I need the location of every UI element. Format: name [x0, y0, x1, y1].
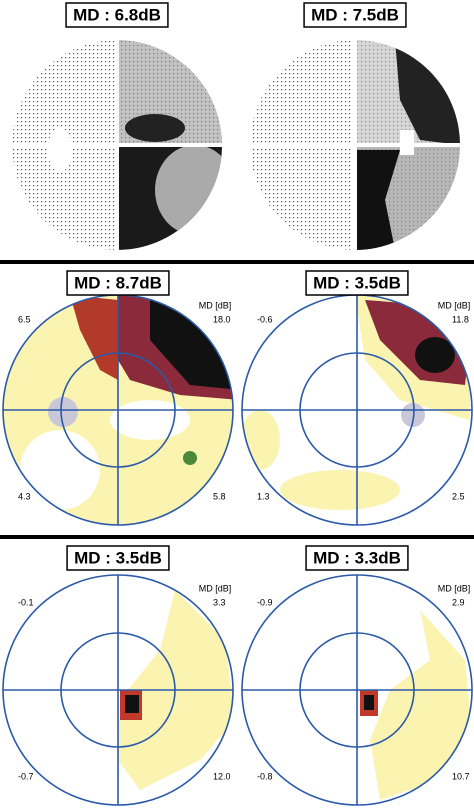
md-label: MD : 3.5dB	[313, 273, 401, 292]
md-label: MD : 8.7dB	[74, 273, 162, 292]
corner-value: 5.8	[213, 491, 226, 501]
separator	[0, 535, 474, 539]
md-label: MD : 3.5dB	[74, 548, 162, 567]
corner-value: 2.9	[452, 597, 465, 607]
corner-value: 3.3	[213, 597, 226, 607]
md-label-box	[303, 2, 407, 28]
md-label-box	[66, 270, 170, 296]
corner-value: 2.5	[452, 491, 465, 501]
unit-label: MD [dB]	[199, 300, 232, 310]
corner-value: 11.8	[452, 314, 469, 324]
corner-value: 18.0	[213, 314, 231, 324]
corner-value: 1.3	[257, 491, 270, 501]
corner-value: 4.3	[18, 491, 31, 501]
md-label: MD : 7.5dB	[311, 5, 399, 24]
grayscale-map	[12, 40, 222, 250]
md-label-box	[65, 2, 169, 28]
corner-value: 6.5	[18, 314, 31, 324]
corner-value: -0.8	[257, 771, 273, 781]
corner-value: -0.1	[18, 597, 34, 607]
md-label-box	[305, 270, 409, 296]
md-label-box	[66, 545, 170, 571]
corner-value: -0.6	[257, 314, 273, 324]
separator	[0, 260, 474, 264]
md-label: MD : 6.8dB	[73, 5, 161, 24]
grayscale-map	[250, 40, 460, 250]
md-label-box	[305, 545, 409, 571]
labels: MD : 6.8dB MD : 7.5dB MD : 8.7dB 6.5 MD [dB]…	[18, 2, 471, 781]
unit-label: MD [dB]	[199, 583, 232, 593]
unit-label: MD [dB]	[438, 583, 471, 593]
unit-label: MD [dB]	[438, 300, 471, 310]
corner-value: 12.0	[213, 771, 231, 781]
md-label: MD : 3.3dB	[313, 548, 401, 567]
color-map	[360, 610, 472, 800]
corner-value: -0.9	[257, 597, 273, 607]
corner-value: 10.7	[452, 771, 470, 781]
corner-value: -0.7	[18, 771, 34, 781]
